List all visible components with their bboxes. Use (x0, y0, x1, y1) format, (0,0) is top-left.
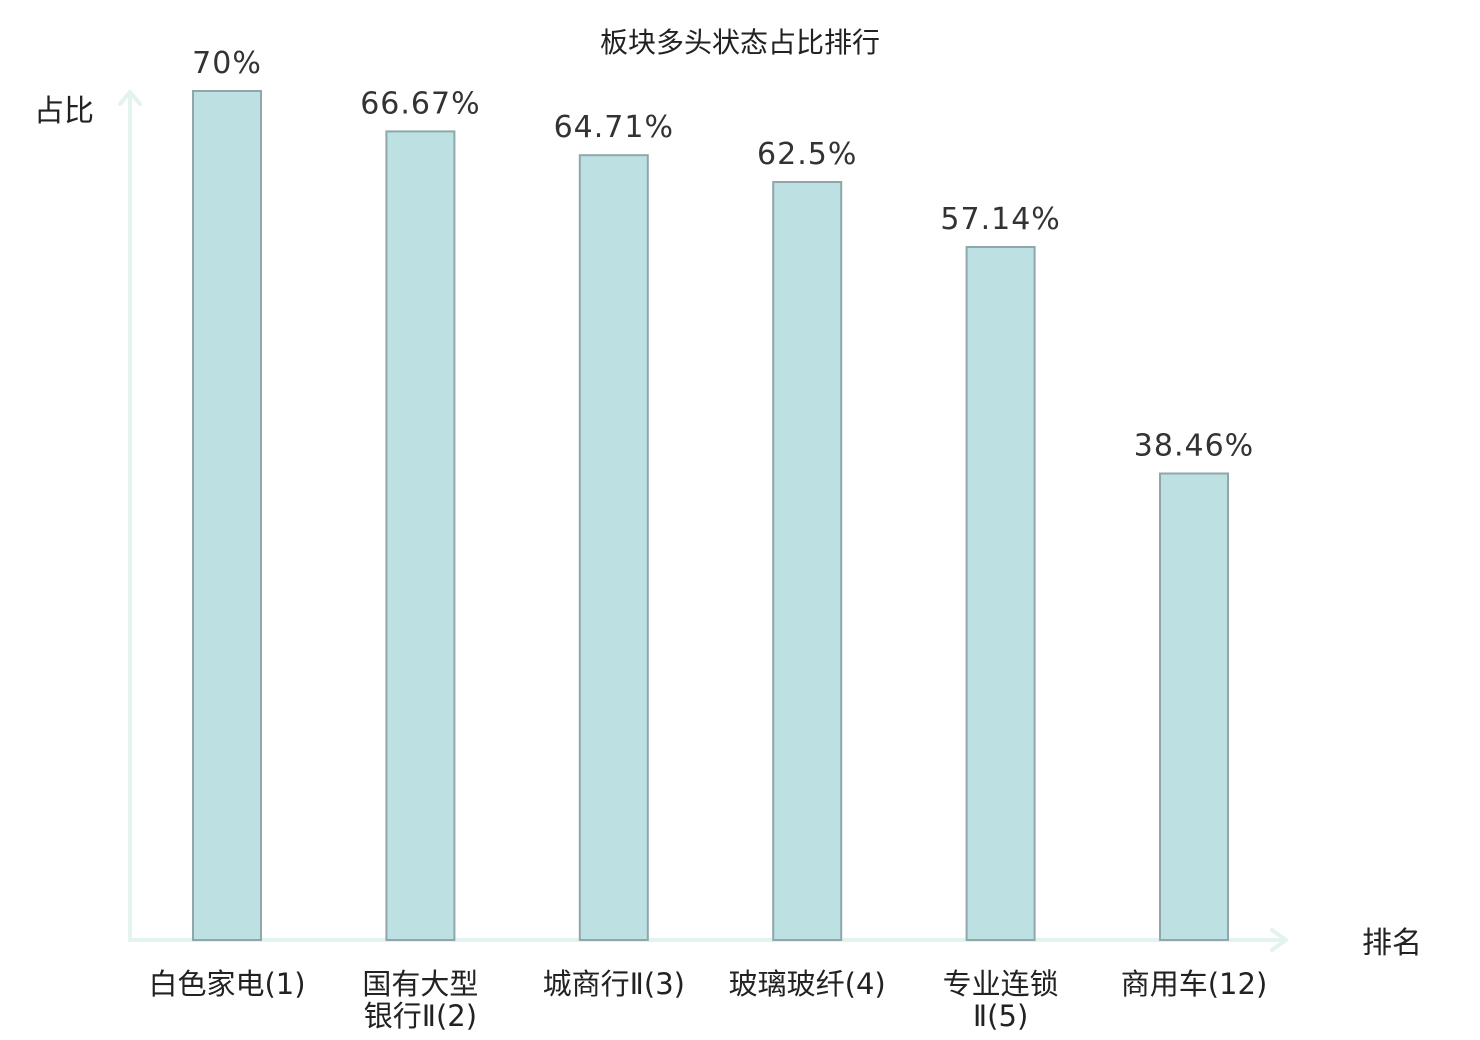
x-tick-label-2-line-2: 银行Ⅱ(2) (364, 999, 477, 1033)
x-tick-label-5-line-1: 专业连锁 (943, 967, 1059, 1001)
x-tick-label-4-line-1: 玻璃玻纤(4) (729, 967, 886, 1001)
bar-value-label-6: 38.46% (1134, 429, 1254, 464)
chart-title: 板块多头状态占比排行 (600, 26, 880, 59)
bar-value-label-5: 57.14% (940, 202, 1060, 237)
bar-value-label-2: 66.67% (360, 86, 480, 121)
x-tick-label-3-line-1: 城商行Ⅱ(3) (543, 967, 685, 1001)
bar-1 (192, 90, 262, 941)
x-tick-label-6-line-1: 商用车(12) (1121, 967, 1268, 1001)
x-tick-label-5-line-2: Ⅱ(5) (973, 999, 1028, 1033)
bar-value-label-4: 62.5% (757, 137, 857, 172)
x-tick-label-1-line-1: 白色家电(1) (148, 967, 305, 1001)
bar-5 (965, 246, 1036, 941)
bar-value-label-1: 70% (192, 46, 262, 81)
y-axis-arrow-icon (118, 90, 142, 106)
bars-layer (192, 90, 1229, 941)
bar-6 (1159, 472, 1229, 941)
value-labels-layer: 70% 66.67% 64.71% 62.5% 57.14% 38.46% (192, 46, 1254, 464)
x-axis-label: 排名 (1362, 926, 1422, 961)
y-axis-label: 占比 (34, 94, 94, 129)
x-axis-arrow-icon (1270, 928, 1288, 952)
bar-2 (385, 130, 456, 941)
bar-3 (578, 154, 649, 941)
bar-value-label-3: 64.71% (554, 110, 674, 145)
x-tick-label-2-line-1: 国有大型 (362, 967, 478, 1001)
bar-4 (772, 181, 843, 941)
